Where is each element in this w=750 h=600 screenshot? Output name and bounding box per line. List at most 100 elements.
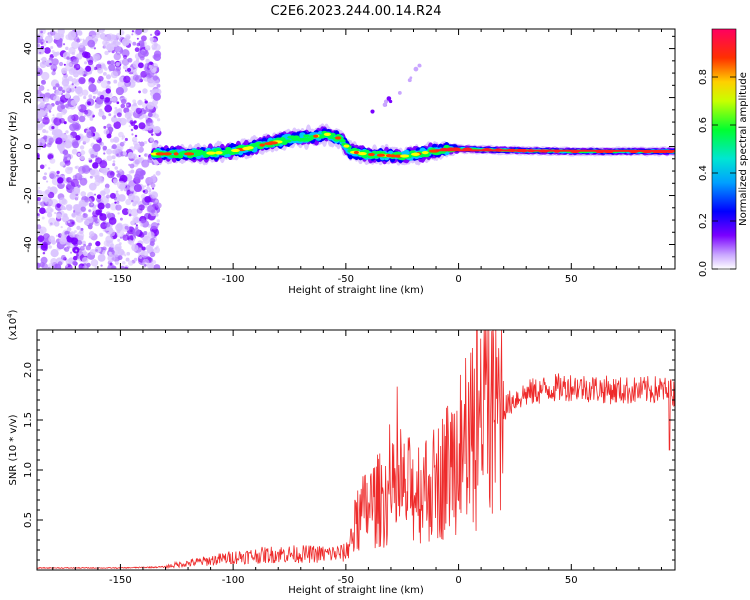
noise-blob <box>44 172 48 176</box>
noise-blob <box>94 193 97 196</box>
noise-blob <box>95 240 101 247</box>
ridge-core <box>155 152 166 156</box>
noise-blob <box>135 29 143 36</box>
noise-blob <box>60 225 63 229</box>
noise-blob <box>127 57 133 63</box>
noise-blob <box>88 242 92 247</box>
noise-blob <box>106 155 113 162</box>
noise-blob <box>136 37 139 40</box>
noise-blob <box>71 121 79 129</box>
noise-blob <box>85 65 92 72</box>
noise-blob <box>122 54 128 59</box>
noise-blob <box>144 196 151 203</box>
noise-blob <box>41 56 47 62</box>
noise-blob <box>152 63 158 70</box>
noise-blob <box>64 77 68 81</box>
noise-blob <box>79 171 82 175</box>
noise-blob <box>132 136 138 143</box>
noise-blob <box>92 207 97 212</box>
noise-blob <box>46 142 52 148</box>
noise-blob <box>113 114 117 118</box>
noise-blob <box>84 61 88 65</box>
noise-blob <box>60 232 66 238</box>
noise-blob <box>108 227 113 232</box>
noise-blob <box>121 208 129 216</box>
noise-blob <box>37 189 41 194</box>
noise-blob <box>138 122 146 130</box>
noise-blob <box>44 47 51 54</box>
trail-blob <box>417 63 422 68</box>
noise-blob <box>106 133 112 139</box>
noise-blob <box>65 63 74 72</box>
noise-blob <box>87 59 94 66</box>
noise-blob <box>72 240 79 247</box>
noise-blob <box>123 75 131 84</box>
noise-blob <box>125 257 130 262</box>
noise-blob <box>46 206 53 214</box>
noise-blob <box>39 36 43 40</box>
ridge-blob <box>279 137 286 142</box>
noise-blob <box>68 47 76 55</box>
snr-xtick-label: -50 <box>338 575 354 586</box>
noise-blob <box>74 80 80 86</box>
noise-blob <box>149 264 153 268</box>
ridge-blob <box>339 138 346 143</box>
noise-blob <box>83 114 87 117</box>
noise-blob <box>127 208 132 214</box>
noise-blob <box>82 39 89 47</box>
ridge-core <box>259 143 265 147</box>
ridge-core <box>267 141 278 145</box>
noise-blob <box>153 125 161 134</box>
noise-blob <box>90 259 99 267</box>
noise-blob <box>88 148 95 155</box>
noise-blob <box>48 245 52 249</box>
noise-blob <box>135 107 142 114</box>
spectrogram-ytick-label: 20 <box>23 91 34 104</box>
noise-blob <box>38 85 45 92</box>
noise-blob <box>116 101 120 105</box>
noise-blob <box>120 103 126 109</box>
noise-blob <box>77 240 83 246</box>
noise-blob <box>134 47 140 53</box>
snr-ylabel: SNR (10 * v/v) <box>8 414 19 485</box>
spectrogram-ylabel: Frequency (Hz) <box>8 111 19 187</box>
noise-blob <box>37 196 41 202</box>
colorbar-tick-label: 0.8 <box>698 69 709 85</box>
noise-blob <box>56 203 61 208</box>
noise-blob <box>142 258 150 267</box>
noise-blob <box>114 243 122 251</box>
noise-blob <box>118 107 123 112</box>
noise-blob <box>61 71 65 74</box>
noise-blob <box>60 255 66 261</box>
noise-blob <box>145 117 148 120</box>
noise-blob <box>132 74 139 81</box>
noise-blob <box>78 42 84 49</box>
noise-blob <box>37 154 40 160</box>
noise-blob <box>142 112 145 115</box>
noise-blob <box>76 30 80 33</box>
noise-blob <box>122 261 126 265</box>
noise-blob <box>40 30 43 34</box>
noise-blob <box>142 113 147 118</box>
noise-blob <box>106 194 111 199</box>
noise-blob <box>122 234 129 241</box>
noise-blob <box>72 141 79 149</box>
noise-blob <box>153 133 157 136</box>
noise-blob <box>41 79 46 85</box>
colorbar-label: Normalized spectral amplitude <box>738 72 749 226</box>
noise-blob <box>147 231 155 239</box>
snr-axes: -150 -100 -50 0 50 0.5 1.0 1.5 2.0 <box>23 330 675 586</box>
noise-blob <box>89 71 92 75</box>
noise-blob <box>58 86 63 92</box>
noise-blob <box>152 187 155 190</box>
ridge-core <box>376 153 386 157</box>
noise-blob <box>120 98 127 105</box>
noise-blob <box>41 216 45 220</box>
noise-blob <box>70 115 74 119</box>
noise-blob <box>74 172 83 181</box>
noise-blob <box>138 232 145 238</box>
noise-blob <box>51 125 55 130</box>
noise-blob <box>93 55 98 60</box>
noise-blob <box>116 222 123 229</box>
noise-blob <box>78 76 86 85</box>
